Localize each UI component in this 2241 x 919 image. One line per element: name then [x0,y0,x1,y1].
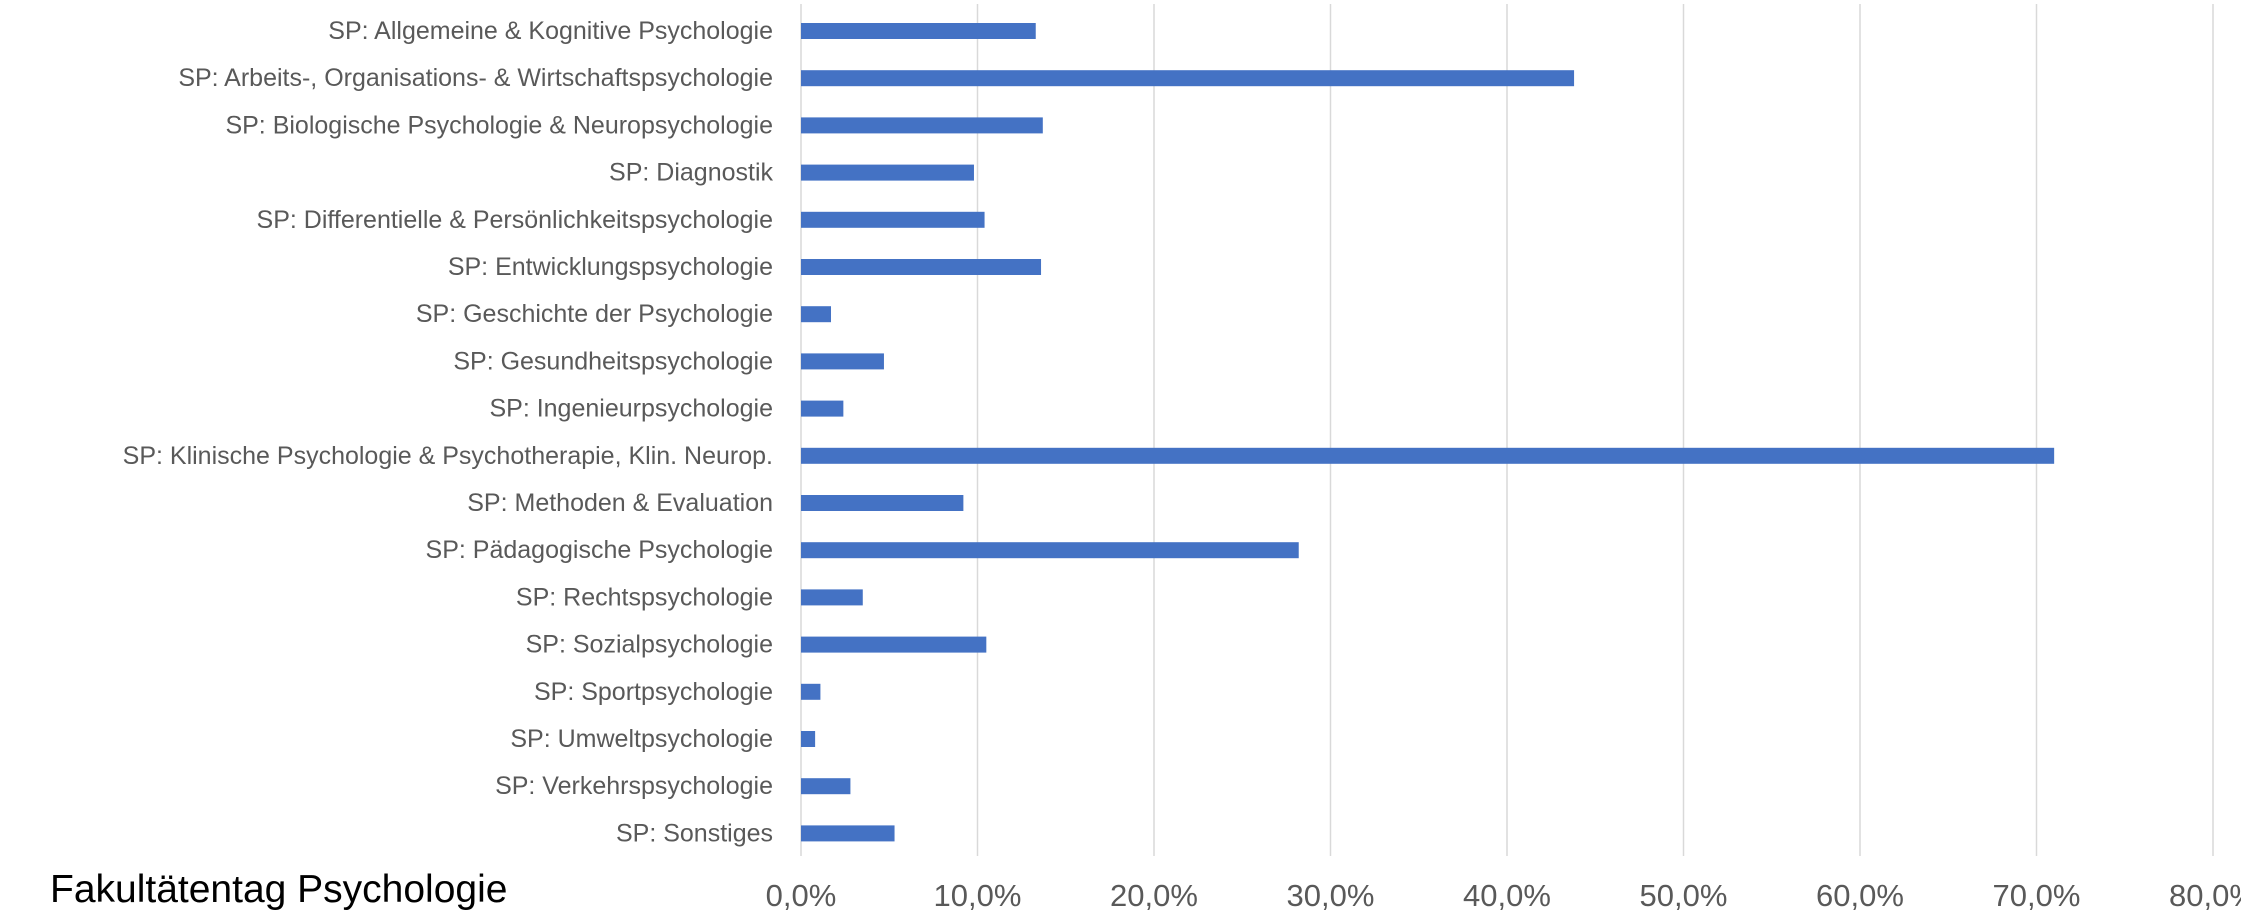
category-label: SP: Verkehrspsychologie [495,772,773,800]
bar [801,447,2055,464]
bar [801,400,844,417]
bar [801,306,832,323]
category-label: SP: Gesundheitspsychologie [453,347,773,375]
category-label: SP: Umweltpsychologie [510,725,773,753]
x-tick-label: 70,0% [1993,878,2081,913]
bar [801,542,1299,559]
bar [801,778,851,795]
gridlines [800,4,2214,856]
category-label: SP: Sozialpsychologie [526,631,773,659]
x-tick-label: 40,0% [1463,878,1551,913]
category-label: SP: Rechtspsychologie [516,583,773,611]
bar [801,731,816,747]
category-label: SP: Entwicklungspsychologie [448,253,773,281]
x-axis-tick-labels: 0,0% 10,0% 20,0% 30,0% 40,0% 50,0% 60,0% 70,0% 8… [766,878,2241,913]
footer-caption: Fakultätentag Psychologie [50,868,508,911]
bar [801,636,987,653]
category-label: SP: Klinische Psychologie & Psychotherap… [123,442,773,470]
category-label: SP: Biologische Psychologie & Neuropsych… [225,111,773,139]
category-label: SP: Allgemeine & Kognitive Psychologie [328,17,773,45]
x-tick-label: 80,0% [2169,878,2241,913]
category-label: SP: Geschichte der Psychologie [416,300,773,328]
category-label: SP: Diagnostik [609,159,773,187]
bar [801,825,895,842]
x-tick-label: 30,0% [1287,878,1375,913]
x-tick-label: 60,0% [1816,878,1904,913]
bar [801,164,974,181]
category-label: SP: Ingenieurpsychologie [489,395,773,423]
x-tick-label: 0,0% [766,878,837,913]
category-label: SP: Pädagogische Psychologie [426,536,773,564]
category-labels: SP: Allgemeine & Kognitive Psychologie SP… [123,17,774,847]
category-label: SP: Differentielle & Persönlichkeitspsyc… [257,206,773,234]
bar [801,70,1575,87]
bar [801,589,863,606]
x-tick-label: 10,0% [934,878,1022,913]
bar [801,353,884,370]
category-label: SP: Methoden & Evaluation [467,489,773,517]
x-tick-label: 50,0% [1640,878,1728,913]
bars [801,23,2055,842]
bar [801,117,1043,134]
bar [801,683,821,700]
bar [801,23,1036,39]
bar [801,211,985,228]
x-tick-label: 20,0% [1110,878,1198,913]
bar [801,259,1042,275]
bar [801,495,964,511]
category-label: SP: Sportpsychologie [534,678,773,706]
category-label: SP: Sonstiges [616,819,773,847]
category-label: SP: Arbeits-, Organisations- & Wirtschaf… [178,64,773,92]
